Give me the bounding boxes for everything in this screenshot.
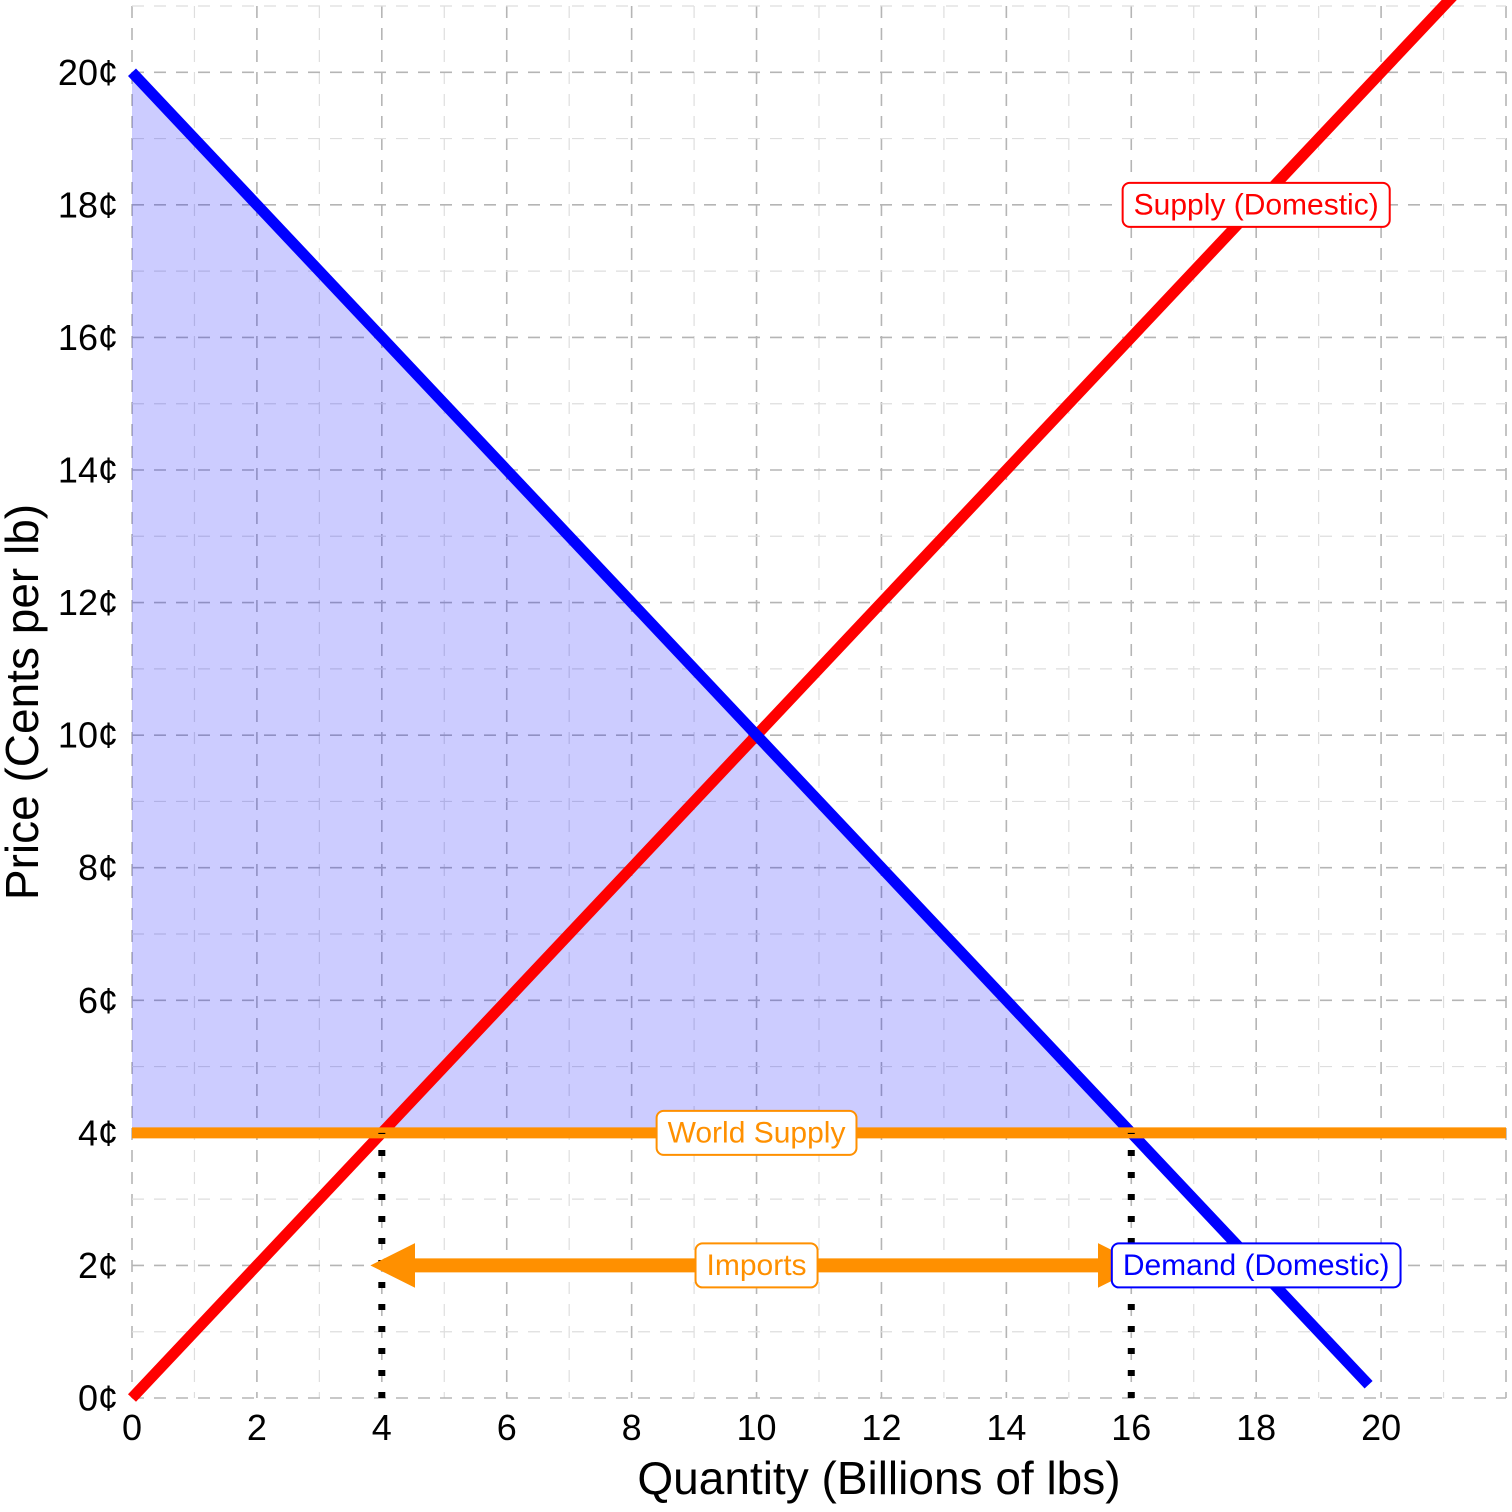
y-tick-label: 2¢ bbox=[78, 1245, 118, 1286]
world-supply-label-box bbox=[655, 1109, 858, 1156]
y-tick-label: 8¢ bbox=[78, 847, 118, 888]
imports-label-text: Imports bbox=[707, 1249, 807, 1282]
y-tick-label: 4¢ bbox=[78, 1112, 118, 1153]
x-tick-label: 18 bbox=[1236, 1407, 1276, 1448]
x-tick-label: 14 bbox=[986, 1407, 1026, 1448]
x-tick-label: 12 bbox=[861, 1407, 901, 1448]
demand-domestic-line bbox=[127, 68, 1373, 1389]
supply-domestic-label-box bbox=[1121, 181, 1391, 228]
x-axis-title: Quantity (Billions of lbs) bbox=[637, 1452, 1120, 1504]
supply-domestic-label-text: Supply (Domestic) bbox=[1134, 188, 1379, 221]
x-tick-label: 16 bbox=[1111, 1407, 1151, 1448]
x-tick-label: 6 bbox=[497, 1407, 517, 1448]
world-supply-label: World Supply bbox=[655, 1109, 858, 1156]
y-axis-title: Price (Cents per lb) bbox=[0, 504, 48, 900]
x-tick-label: 20 bbox=[1361, 1407, 1401, 1448]
x-tick-label: 0 bbox=[122, 1407, 142, 1448]
y-tick-label: 16¢ bbox=[58, 317, 118, 358]
demand-domestic-label-box bbox=[1110, 1242, 1402, 1289]
y-tick-label: 18¢ bbox=[58, 184, 118, 225]
y-tick-label: 0¢ bbox=[78, 1378, 118, 1419]
x-tick-label: 4 bbox=[372, 1407, 392, 1448]
x-tick-label: 2 bbox=[247, 1407, 267, 1448]
y-tick-label: 20¢ bbox=[58, 52, 118, 93]
imports-label-box bbox=[694, 1242, 819, 1289]
y-tick-label: 14¢ bbox=[58, 450, 118, 491]
x-tick-label: 10 bbox=[737, 1407, 777, 1448]
demand-domestic-label-text: Demand (Domestic) bbox=[1123, 1249, 1390, 1282]
y-tick-label: 6¢ bbox=[78, 980, 118, 1021]
annotations-layer: Imports bbox=[370, 1242, 1143, 1289]
demand-domestic-label: Demand (Domestic) bbox=[1110, 1242, 1402, 1289]
series-labels-layer: Supply (Domestic) Demand (Domestic) World … bbox=[655, 181, 1402, 1289]
y-tick-label: 10¢ bbox=[58, 715, 118, 756]
x-tick-label: 8 bbox=[622, 1407, 642, 1448]
y-tick-label: 12¢ bbox=[58, 582, 118, 623]
world-supply-label-text: World Supply bbox=[668, 1116, 846, 1149]
ticks-layer: 0 2 4 6 8 10 12 14 16 18 20 0¢ 2¢ 4¢ 6¢ 8¢ 10¢ 12¢ 14¢ 16¢ 1… bbox=[58, 52, 1401, 1448]
supply-domestic-label: Supply (Domestic) bbox=[1121, 181, 1391, 228]
imports-label: Imports bbox=[694, 1242, 819, 1289]
